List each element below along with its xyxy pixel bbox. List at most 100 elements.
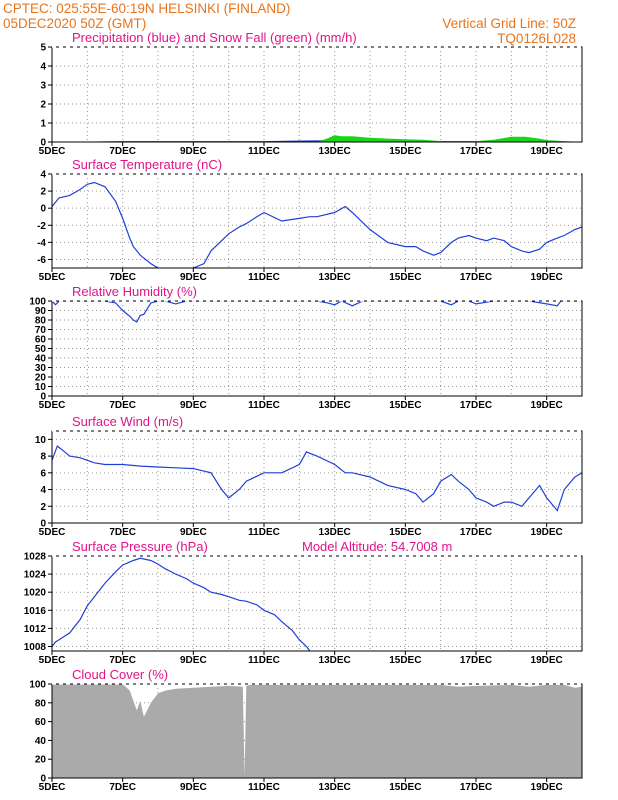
y-tick-label: 40: [35, 354, 47, 365]
panel-1: 0 1 2 3 4 5 5DEC 7DEC 9DEC 11DEC 13DEC 15DEC 17DEC 19…: [39, 30, 583, 157]
x-tick-label: 15DEC: [389, 655, 421, 666]
x-tick-label: 11DEC: [248, 782, 280, 793]
panel-title: Precipitation (blue) and Snow Fall (gree…: [72, 30, 357, 45]
panel-6: 0 20 40 60 80 100 5DEC 7DEC 9DEC 11DEC 13DEC 15DEC 1…: [29, 667, 583, 793]
x-tick-label: 19DEC: [531, 527, 563, 538]
x-tick-label: 5DEC: [39, 272, 66, 283]
y-tick-label: 80: [35, 698, 47, 709]
grid: [52, 556, 582, 651]
y-tick-label: 70: [35, 325, 47, 336]
x-tick-label: 7DEC: [109, 146, 136, 157]
plot-frame: [51, 173, 583, 269]
panel-2: -6 -4 -2 0 2 4 5DEC 7DEC 9DEC 11DEC 13DEC 15DEC 17DE…: [37, 157, 583, 283]
x-tick-label: 5DEC: [39, 146, 66, 157]
y-tick-label: 6: [40, 468, 46, 479]
y-tick-label: 4: [40, 170, 46, 181]
grid: [52, 301, 582, 396]
x-tick-label: 15DEC: [389, 400, 421, 411]
y-tick-label: 20: [35, 373, 47, 384]
x-tick-label: 17DEC: [460, 527, 492, 538]
plot-frame: [51, 555, 583, 652]
x-tick-label: 19DEC: [531, 655, 563, 666]
x-tick-label: 13DEC: [319, 272, 351, 283]
series-cloud-cover: [52, 684, 582, 778]
y-tick-label: 3: [40, 81, 46, 92]
y-tick-label: 1016: [24, 606, 47, 617]
y-tick-label: -2: [37, 221, 46, 232]
x-tick-label: 9DEC: [180, 400, 207, 411]
x-tick-label: 9DEC: [180, 655, 207, 666]
y-tick-label: 1024: [24, 570, 47, 581]
x-tick-label: 15DEC: [389, 782, 421, 793]
grid: [52, 47, 582, 142]
x-tick-label: 5DEC: [39, 400, 66, 411]
y-tick-label: -4: [37, 238, 46, 249]
series-snow-fall: [52, 135, 582, 142]
x-tick-label: 17DEC: [460, 146, 492, 157]
y-tick-label: 10: [35, 382, 47, 393]
y-tick-label: 2: [40, 100, 46, 111]
y-tick-label: 8: [40, 452, 46, 463]
y-tick-label: 30: [35, 363, 47, 374]
data-layer: [52, 557, 311, 651]
x-tick-label: 9DEC: [180, 782, 207, 793]
y-tick-label: 4: [40, 62, 46, 73]
x-tick-label: 7DEC: [109, 400, 136, 411]
x-tick-label: 17DEC: [460, 272, 492, 283]
plot-area: [52, 556, 582, 651]
y-tick-label: 80: [35, 316, 47, 327]
y-tick-label: 10: [35, 435, 47, 446]
y-tick-label: 1020: [24, 588, 47, 599]
y-tick-label: 1008: [24, 642, 47, 653]
y-tick-label: 40: [35, 736, 47, 747]
plot-frame: [51, 430, 583, 524]
plot-area: [52, 174, 582, 268]
x-tick-label: 5DEC: [39, 527, 66, 538]
x-tick-label: 19DEC: [531, 146, 563, 157]
y-tick-label: 1012: [24, 624, 47, 635]
y-tick-label: 1: [40, 119, 46, 130]
x-tick-label: 11DEC: [248, 400, 280, 411]
panel-5: 1008 1012 1016 1020 1024 1028 5DEC 7DEC 9DEC 11DE…: [24, 539, 583, 666]
series-surface-wind: [52, 445, 582, 512]
x-tick-label: 17DEC: [460, 655, 492, 666]
series-surface-pressure: [52, 557, 311, 651]
y-tick-label: 20: [35, 755, 47, 766]
x-tick-label: 13DEC: [319, 527, 351, 538]
plot-area: [52, 431, 582, 523]
x-tick-label: 19DEC: [531, 782, 563, 793]
plot-area: [52, 47, 582, 142]
data-layer: [52, 445, 582, 512]
series-surface-temperature: [52, 181, 582, 268]
y-tick-label: 5: [40, 43, 46, 54]
y-tick-label: 0: [40, 774, 46, 785]
panel-4: 0 2 4 6 8 10 5DEC 7DEC 9DEC 11DEC 13DEC 15DEC 17DEC 1…: [35, 414, 583, 538]
x-tick-label: 13DEC: [319, 400, 351, 411]
x-tick-label: 15DEC: [389, 146, 421, 157]
x-tick-label: 13DEC: [319, 655, 351, 666]
panel-title: Surface Temperature (nC): [72, 157, 222, 172]
model-id: TQ0126L028: [497, 31, 576, 46]
panel-title: Surface Wind (m/s): [72, 414, 183, 429]
x-tick-label: 13DEC: [319, 146, 351, 157]
x-tick-label: 15DEC: [389, 272, 421, 283]
x-tick-label: 11DEC: [248, 146, 280, 157]
y-tick-label: 2: [40, 187, 46, 198]
x-tick-label: 13DEC: [319, 782, 351, 793]
x-tick-label: 9DEC: [180, 527, 207, 538]
x-tick-label: 19DEC: [531, 272, 563, 283]
y-tick-label: 50: [35, 344, 47, 355]
y-tick-label: 0: [40, 392, 46, 403]
y-tick-label: 2: [40, 502, 46, 513]
panel-title: Cloud Cover (%): [72, 667, 168, 682]
data-layer: [52, 181, 582, 268]
y-tick-label: 0: [40, 204, 46, 215]
series-relative-humidity: [52, 301, 582, 323]
x-tick-label: 9DEC: [180, 272, 207, 283]
grid: [52, 174, 582, 268]
location-header: CPTEC: 025:55E-60:19N HELSINKI (FINLAND): [3, 1, 291, 16]
x-tick-label: 17DEC: [460, 400, 492, 411]
x-tick-label: 19DEC: [531, 400, 563, 411]
